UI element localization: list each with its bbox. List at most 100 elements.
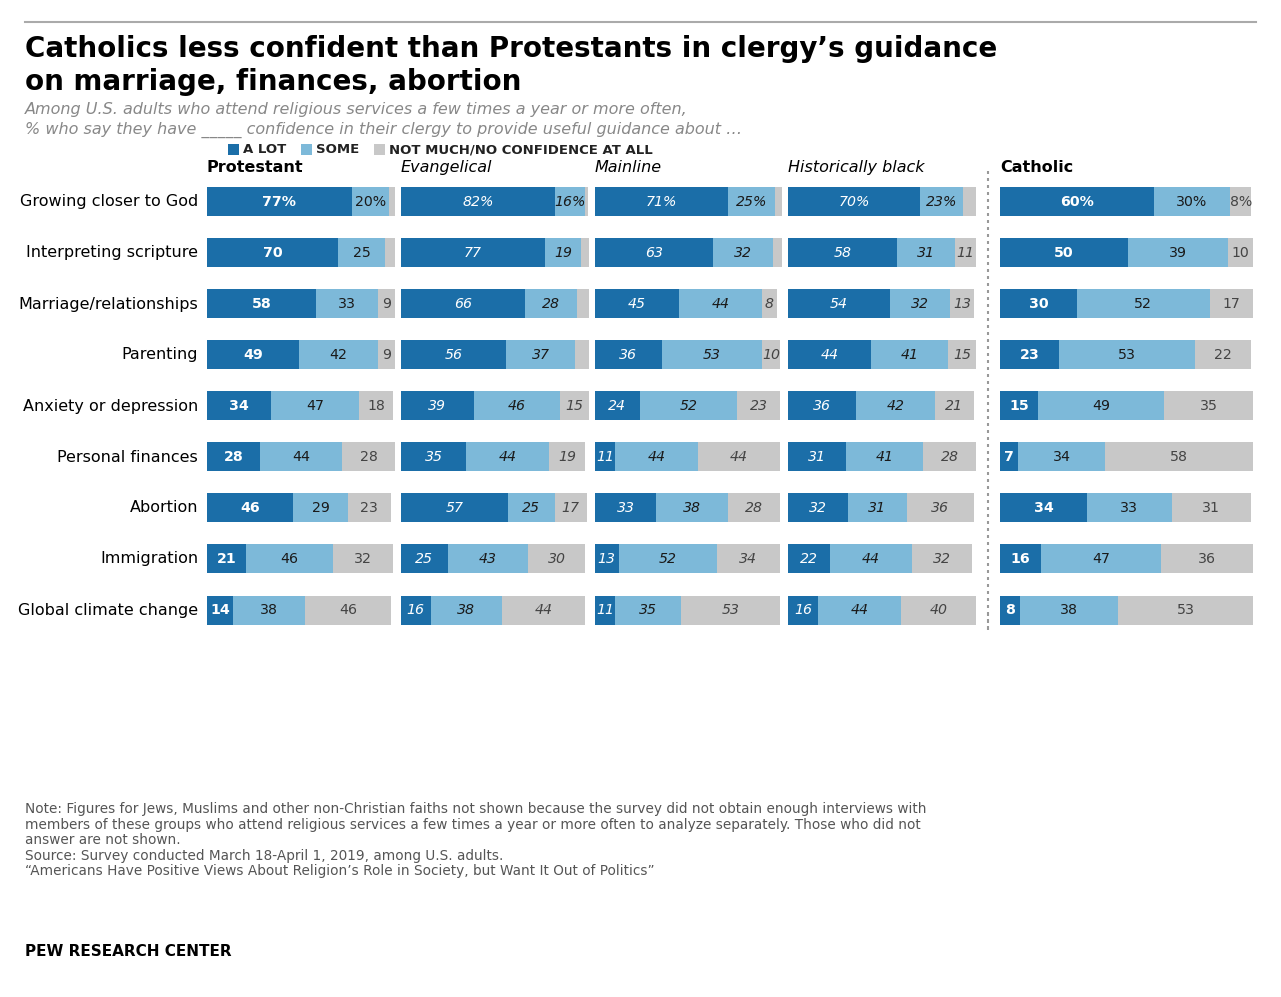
Text: 16: 16	[794, 603, 812, 617]
Text: Catholic: Catholic	[1000, 160, 1073, 175]
Bar	[546, 238, 582, 267]
Text: 23: 23	[1020, 348, 1039, 362]
Bar	[897, 238, 956, 267]
Text: 41: 41	[901, 348, 918, 362]
Text: 44: 44	[851, 603, 869, 617]
Text: 34: 34	[1053, 450, 1071, 464]
Text: 15: 15	[565, 399, 583, 413]
Text: 17: 17	[561, 501, 580, 515]
Bar	[1000, 544, 1041, 573]
Text: 18: 18	[368, 399, 384, 413]
Bar	[338, 238, 386, 267]
Text: 57: 57	[446, 501, 464, 515]
Text: 15: 15	[953, 348, 971, 362]
Bar	[847, 443, 924, 472]
Bar	[270, 392, 359, 421]
Bar	[619, 544, 716, 573]
Text: 49: 49	[243, 348, 263, 362]
Text: 43: 43	[479, 552, 497, 566]
Bar	[386, 238, 395, 267]
Bar	[560, 392, 588, 421]
Bar	[1129, 238, 1228, 267]
Bar	[301, 145, 313, 156]
Text: 30: 30	[547, 552, 566, 566]
Text: 56: 56	[445, 348, 462, 362]
Bar	[679, 289, 762, 318]
Bar	[401, 238, 546, 267]
Bar	[208, 595, 233, 624]
Bar	[575, 341, 588, 370]
Bar	[639, 392, 737, 421]
Bar	[578, 289, 588, 318]
Text: Historically black: Historically black	[788, 160, 925, 175]
Text: 54: 54	[830, 297, 848, 311]
Text: 25: 25	[523, 501, 541, 515]
Text: 32: 32	[354, 552, 371, 566]
Bar	[1195, 341, 1250, 370]
Text: “Americans Have Positive Views About Religion’s Role in Society, but Want It Out: “Americans Have Positive Views About Rel…	[26, 864, 655, 878]
Bar	[333, 544, 393, 573]
Bar	[662, 341, 762, 370]
Text: Evangelical: Evangelical	[401, 160, 492, 175]
Text: 44: 44	[711, 297, 729, 311]
Text: 16: 16	[1011, 552, 1030, 566]
Text: 33: 33	[338, 297, 356, 311]
Bar	[298, 341, 378, 370]
Bar	[788, 238, 897, 267]
Bar	[208, 341, 298, 370]
Bar	[208, 289, 316, 318]
Text: 31: 31	[917, 246, 935, 260]
Bar	[233, 595, 305, 624]
Text: 37: 37	[532, 348, 550, 362]
Text: 58: 58	[834, 246, 852, 260]
Text: 34: 34	[1034, 501, 1053, 515]
Text: 52: 52	[658, 552, 676, 566]
Bar	[698, 443, 780, 472]
Bar	[502, 595, 584, 624]
Text: NOT MUCH/NO CONFIDENCE AT ALL: NOT MUCH/NO CONFIDENCE AT ALL	[389, 144, 653, 157]
Text: 39: 39	[428, 399, 446, 413]
Text: 10: 10	[762, 348, 780, 362]
Bar	[594, 341, 662, 370]
Bar	[401, 392, 474, 421]
Text: 53: 53	[1177, 603, 1195, 617]
Text: 36: 36	[813, 399, 831, 413]
Bar	[555, 494, 587, 522]
Bar	[594, 494, 656, 522]
Text: 13: 13	[598, 552, 616, 566]
Text: 70%: 70%	[838, 195, 870, 209]
Bar	[737, 392, 780, 421]
Bar	[474, 392, 560, 421]
Text: 8: 8	[1006, 603, 1015, 617]
Bar	[1000, 289, 1077, 318]
Text: 32: 32	[734, 246, 752, 260]
Bar	[555, 187, 584, 216]
Text: 34: 34	[739, 552, 757, 566]
Bar	[246, 544, 333, 573]
Text: 22: 22	[799, 552, 817, 566]
Bar	[401, 544, 447, 573]
Text: 35: 35	[424, 450, 443, 464]
Text: 42: 42	[886, 399, 904, 413]
Bar	[788, 595, 819, 624]
Bar	[1000, 443, 1018, 472]
Text: PEW RESEARCH CENTER: PEW RESEARCH CENTER	[26, 944, 232, 959]
Bar	[656, 494, 728, 522]
Text: 33: 33	[616, 501, 634, 515]
Bar	[762, 289, 776, 318]
Bar	[466, 443, 550, 472]
Bar	[594, 289, 679, 318]
Text: 53: 53	[1118, 348, 1136, 362]
Bar	[1106, 443, 1253, 472]
Bar	[305, 595, 391, 624]
Text: 45: 45	[628, 297, 646, 311]
Bar	[712, 238, 772, 267]
Bar	[378, 289, 395, 318]
Bar	[615, 443, 698, 472]
Bar	[208, 187, 351, 216]
Bar	[584, 187, 588, 216]
Text: 70: 70	[263, 246, 283, 260]
Text: 23: 23	[360, 501, 378, 515]
Text: 28: 28	[542, 297, 560, 311]
Bar	[788, 392, 856, 421]
